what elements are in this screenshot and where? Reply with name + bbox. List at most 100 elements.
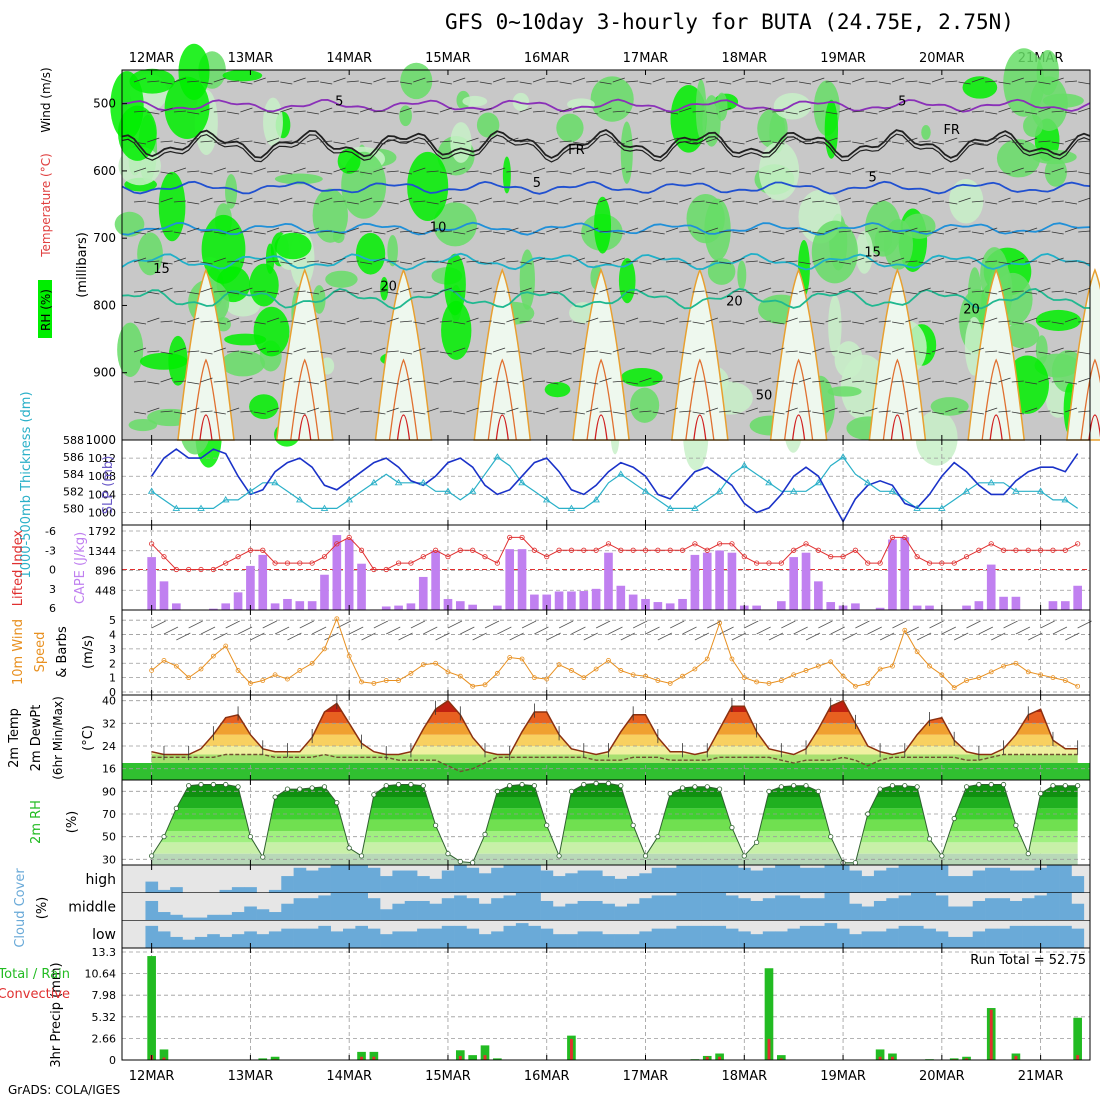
- wind-barb: [1038, 351, 1051, 355]
- wind-barb: [705, 227, 719, 233]
- wind-barb: [479, 197, 492, 203]
- wind-barb: [798, 410, 812, 413]
- data-point-wind: [581, 675, 587, 681]
- temp-plume-core: [989, 414, 1003, 441]
- y-axis-label-cloud: Cloud Cover: [13, 868, 28, 948]
- wind-barb: [173, 257, 187, 263]
- cloud-cell-middle: [392, 903, 406, 921]
- temp-plume: [473, 267, 532, 441]
- rh-blob: [117, 322, 144, 377]
- rh-blob: [544, 382, 571, 398]
- wind-barb: [679, 320, 692, 323]
- rh-bands: [151, 783, 1078, 865]
- wind-barb: [865, 201, 878, 205]
- wind-barb: [237, 626, 253, 635]
- wind-barb: [386, 260, 399, 263]
- cloud-cell-middle: [910, 892, 924, 921]
- wind-barb: [306, 170, 319, 173]
- rh-blob: [380, 276, 389, 301]
- rh-blob: [502, 156, 511, 194]
- x-tick-label-bottom: 12MAR: [129, 1069, 175, 1084]
- wind-barb: [253, 110, 266, 113]
- wind-barb: [732, 167, 745, 173]
- data-point-lifted-index: [963, 554, 970, 560]
- wind-barb: [133, 380, 147, 383]
- wind-barb: [200, 320, 213, 323]
- wind-barb: [798, 261, 812, 265]
- y-tick-label-left: -6: [45, 525, 56, 538]
- wind-barb: [293, 200, 306, 203]
- wind-barb: [200, 197, 213, 203]
- wind-barb: [226, 227, 240, 233]
- wind-barb: [1051, 110, 1064, 113]
- wind-barb: [665, 291, 679, 295]
- wind-barb: [213, 257, 226, 263]
- wind-barb: [559, 351, 572, 355]
- wind-barb: [705, 80, 718, 83]
- wind-barb: [639, 320, 652, 323]
- wind-barb: [532, 347, 546, 353]
- cloud-cell-high: [985, 867, 998, 893]
- wind-barb: [891, 347, 905, 353]
- wind-barb: [426, 407, 439, 413]
- y-axis-label-precip: 3hr Precip (mm): [49, 962, 64, 1067]
- wind-barb: [758, 377, 772, 383]
- cloud-cell-high: [429, 878, 443, 893]
- wind-barb: [838, 261, 851, 265]
- temp-plume-inner: [882, 358, 913, 441]
- wind-barb: [652, 380, 665, 383]
- data-point-thickness: [370, 478, 378, 486]
- wind-barb: [759, 351, 772, 355]
- precip-bar-convective: [1076, 1055, 1080, 1060]
- cloud-cell-middle: [775, 895, 788, 921]
- rh-blob: [433, 202, 478, 247]
- data-point-rh: [754, 839, 760, 845]
- wind-barb: [386, 80, 399, 83]
- wind-barb: [147, 170, 160, 173]
- wind-barb: [825, 260, 838, 263]
- rh-blob: [462, 95, 488, 107]
- wind-barb: [745, 137, 758, 143]
- wind-barb: [772, 200, 785, 203]
- wind-barb: [599, 140, 612, 143]
- cloud-cell-high: [960, 876, 974, 893]
- cloud-cell-middle: [701, 892, 714, 921]
- temp-band: [151, 723, 1078, 735]
- wind-barb: [413, 290, 426, 293]
- wind-barb: [293, 321, 306, 325]
- wind-barb: [439, 81, 452, 85]
- wind-barb: [572, 290, 585, 293]
- data-point-wind: [494, 670, 500, 676]
- cloud-cell-low: [1034, 925, 1048, 948]
- cape-bar: [678, 598, 687, 610]
- wind-barb: [785, 317, 798, 323]
- y-axis-label-rh: RH (%): [39, 289, 53, 331]
- wind-barb: [812, 231, 825, 235]
- cloud-cell-high: [268, 889, 282, 893]
- wind-barb: [373, 77, 386, 83]
- cloud-cell-middle: [985, 898, 998, 921]
- wind-barb: [426, 137, 439, 143]
- cape-bar: [455, 601, 465, 610]
- wind-barb: [626, 350, 639, 353]
- wind-barb: [546, 201, 559, 205]
- wind-barb: [359, 377, 373, 383]
- wind-barb: [954, 632, 969, 641]
- cape-bar: [554, 591, 564, 610]
- cape-bar: [777, 601, 786, 610]
- cloud-cell-middle: [1059, 892, 1072, 921]
- y-tick-label: 600: [93, 164, 116, 178]
- wind-barb: [1028, 632, 1043, 641]
- wind-barb: [399, 320, 413, 323]
- wind-barb: [133, 347, 147, 353]
- temp-plume: [374, 267, 433, 441]
- y-tick-label: 40: [102, 695, 116, 708]
- wind-barb: [626, 111, 639, 115]
- wind-barb: [253, 411, 266, 415]
- wind-barb: [1024, 317, 1038, 323]
- wind-barb: [991, 632, 1006, 641]
- wind-barb: [266, 407, 280, 413]
- data-point-rh: [593, 780, 599, 787]
- x-tick-label-bottom: 13MAR: [228, 1069, 274, 1084]
- cloud-cell-middle: [873, 900, 887, 921]
